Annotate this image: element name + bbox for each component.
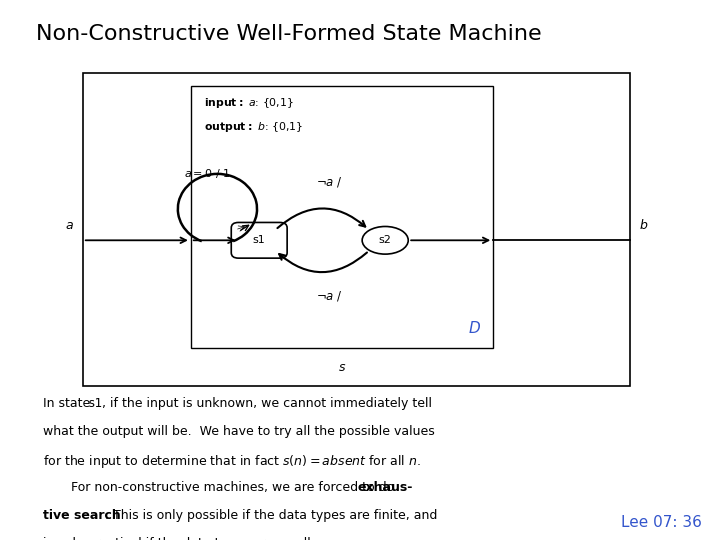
Text: $s$: $s$: [338, 361, 346, 374]
Text: $\mathbf{input:}$ $a$: {0,1}: $\mathbf{input:}$ $a$: {0,1}: [204, 96, 294, 110]
Text: Lee 07: 36: Lee 07: 36: [621, 515, 702, 530]
Text: $\neg a\ /$: $\neg a\ /$: [316, 175, 343, 189]
Text: Non-Constructive Well-Formed State Machine: Non-Constructive Well-Formed State Machi…: [36, 24, 541, 44]
Text: D: D: [469, 321, 480, 336]
Text: $\mathbf{output:}$ $b$: {0,1}: $\mathbf{output:}$ $b$: {0,1}: [204, 120, 302, 134]
Text: exhaus-: exhaus-: [357, 481, 413, 494]
Bar: [191, 86, 493, 348]
Text: s2: s2: [379, 235, 392, 245]
Bar: [83, 73, 630, 386]
Text: In state: In state: [43, 397, 94, 410]
Text: s1: s1: [253, 235, 266, 245]
Text: tive search: tive search: [43, 509, 121, 522]
Text: s1: s1: [88, 397, 103, 410]
Text: $a = 0\ /\ 1$: $a = 0\ /\ 1$: [184, 167, 230, 180]
Text: $a$: $a$: [66, 219, 74, 232]
Text: , if the input is unknown, we cannot immediately tell: , if the input is unknown, we cannot imm…: [102, 397, 431, 410]
Text: for the input to determine that in fact $s(n) = \mathit{absent}$ for all $n$.: for the input to determine that in fact …: [43, 453, 421, 470]
Text: . This is only possible if the data types are finite, and: . This is only possible if the data type…: [105, 509, 438, 522]
Text: what the output will be.  We have to try all the possible values: what the output will be. We have to try …: [43, 425, 435, 438]
FancyBboxPatch shape: [231, 222, 287, 258]
Ellipse shape: [362, 226, 408, 254]
Text: $\neg a\ /$: $\neg a\ /$: [316, 289, 343, 303]
Text: For non-constructive machines, we are forced to do: For non-constructive machines, we are fo…: [71, 481, 398, 494]
Text: $b$: $b$: [639, 218, 648, 232]
Text: is only practical if the data types are small.: is only practical if the data types are …: [43, 537, 315, 540]
